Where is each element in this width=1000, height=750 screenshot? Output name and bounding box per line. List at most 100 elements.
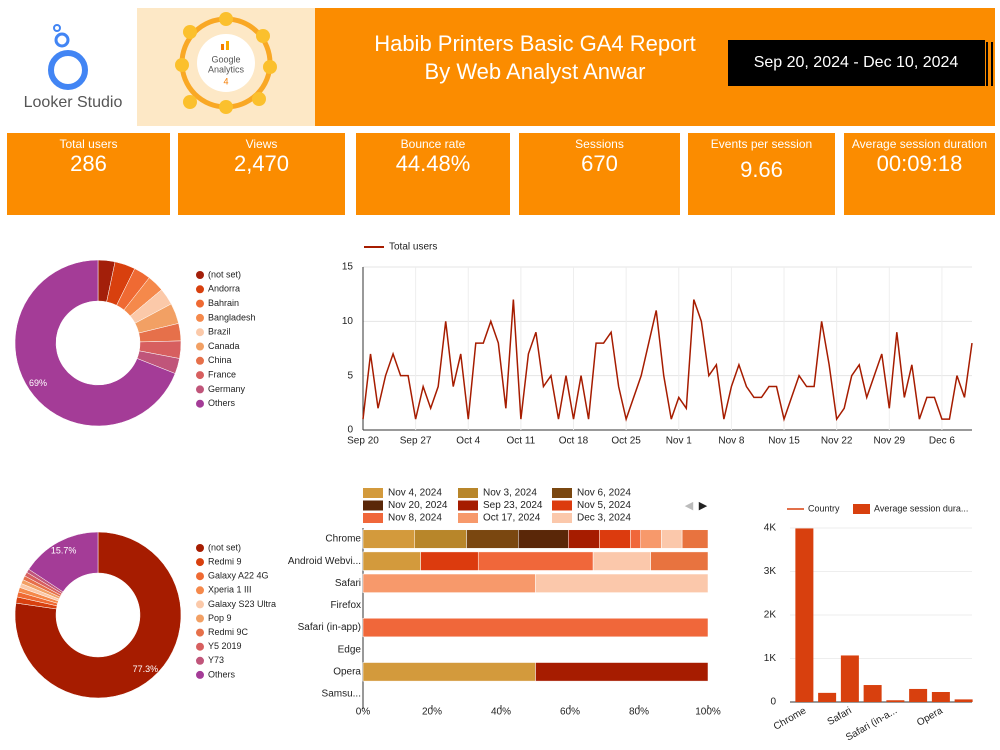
bar-segment [362, 573, 536, 593]
x-tick-label: 0% [356, 707, 371, 718]
bar-segment [650, 551, 709, 571]
x-tick-label: Nov 29 [873, 436, 905, 447]
bar [909, 688, 928, 702]
legend-label: Galaxy S23 Ultra [208, 599, 276, 609]
legend-label: France [208, 369, 236, 379]
slice-label: 77.3% [133, 664, 159, 674]
legend-next[interactable]: ▶ [699, 500, 708, 512]
y-tick-label: Safari (in-app) [298, 622, 361, 633]
x-tick-label: 40% [491, 707, 511, 718]
x-tick-label: Nov 15 [768, 436, 800, 447]
legend-label: Nov 20, 2024 [388, 500, 448, 511]
bar-segment [568, 529, 600, 549]
legend-label: Dec 3, 2024 [577, 513, 631, 524]
kpi-label: Events per session [711, 137, 812, 151]
legend-swatch [458, 513, 478, 523]
legend-label: Average session dura... [874, 503, 968, 513]
legend-swatch [196, 385, 204, 394]
x-tick-label: 80% [629, 707, 649, 718]
kpi-bg [688, 133, 835, 215]
legend-swatch [853, 504, 870, 514]
ga-text: Google [211, 54, 240, 64]
legend-swatch [196, 544, 204, 552]
legend-label: Galaxy A22 4G [208, 571, 269, 581]
legend-prev[interactable]: ◀ [685, 500, 694, 512]
legend-swatch [196, 313, 204, 322]
legend-swatch [196, 572, 204, 581]
kpi-bg [178, 133, 345, 215]
bar-segment [362, 551, 421, 571]
report-subtitle: By Web Analyst Anwar [425, 59, 646, 84]
legend-swatch [196, 399, 204, 408]
x-tick-label: Oct 11 [507, 436, 536, 447]
legend-label: Others [208, 669, 236, 679]
kpi-label: Total users [59, 137, 117, 151]
date-range-box[interactable] [728, 40, 985, 86]
legend-swatch [196, 670, 204, 679]
legend-label: Oct 17, 2024 [483, 513, 541, 524]
ga-badge [175, 12, 277, 114]
date-range[interactable]: Sep 20, 2024 - Dec 10, 2024 [754, 54, 959, 71]
legend-swatch [196, 600, 204, 609]
legend-swatch [458, 488, 478, 498]
bar-segment [592, 551, 651, 571]
bar [818, 692, 837, 702]
legend-label: Nov 6, 2024 [577, 488, 631, 499]
legend-swatch [196, 285, 204, 294]
legend-label: (not set) [208, 542, 241, 552]
legend-label: Pop 9 [208, 613, 232, 623]
looker-logo [48, 24, 88, 90]
legend-swatch [363, 488, 383, 498]
x-tick-label: Nov 8 [718, 436, 745, 447]
legend-swatch [196, 299, 204, 308]
bar-segment [362, 529, 415, 549]
bar [954, 699, 973, 702]
legend-label: Andorra [208, 284, 240, 294]
bar [795, 528, 814, 702]
bar-segment [535, 662, 709, 682]
bar-segment [466, 529, 519, 549]
x-tick-label: Dec 6 [929, 436, 956, 447]
donut-slice [14, 531, 182, 699]
y-tick-label: Firefox [330, 600, 361, 611]
slice-label: 69% [29, 378, 47, 388]
bar-segment [630, 529, 641, 549]
x-tick-label: Sep 27 [400, 436, 432, 447]
x-tick-label: 20% [422, 707, 442, 718]
x-tick-label: Oct 25 [611, 436, 641, 447]
slice-label: 15.7% [51, 546, 77, 556]
legend-swatch [196, 656, 204, 665]
legend-label: Country [808, 503, 840, 513]
legend-swatch [196, 614, 204, 623]
kpi-bg [844, 133, 995, 215]
legend-label: China [208, 355, 232, 365]
kpi-bg [519, 133, 680, 215]
legend-label: Nov 3, 2024 [483, 488, 537, 499]
line-series [362, 299, 973, 422]
bar-segment [661, 529, 683, 549]
y-tick-label: Opera [333, 666, 361, 677]
kpi-value: 286 [70, 151, 107, 176]
legend-swatch [196, 271, 204, 279]
legend-label: Others [208, 398, 236, 408]
y-tick-label: 0 [347, 425, 353, 436]
legend-label: Canada [208, 341, 240, 351]
bar-segment [420, 551, 479, 571]
y-tick-label: 2K [764, 610, 777, 621]
bar-segment [477, 551, 594, 571]
x-tick-label: Nov 22 [821, 436, 853, 447]
legend-swatch [196, 371, 204, 380]
x-tick-label: Oct 18 [559, 436, 589, 447]
x-tick-label: 100% [695, 707, 721, 718]
legend-label: Total users [389, 242, 437, 253]
y-tick-label: Safari [335, 578, 361, 589]
kpi-value: 670 [581, 151, 618, 176]
legend-label: (not set) [208, 269, 241, 279]
bar-segment [362, 618, 709, 638]
report-title: Habib Printers Basic GA4 Report [374, 31, 696, 56]
legend-swatch [363, 513, 383, 523]
x-tick-label: Safari (in-a... [844, 705, 899, 743]
